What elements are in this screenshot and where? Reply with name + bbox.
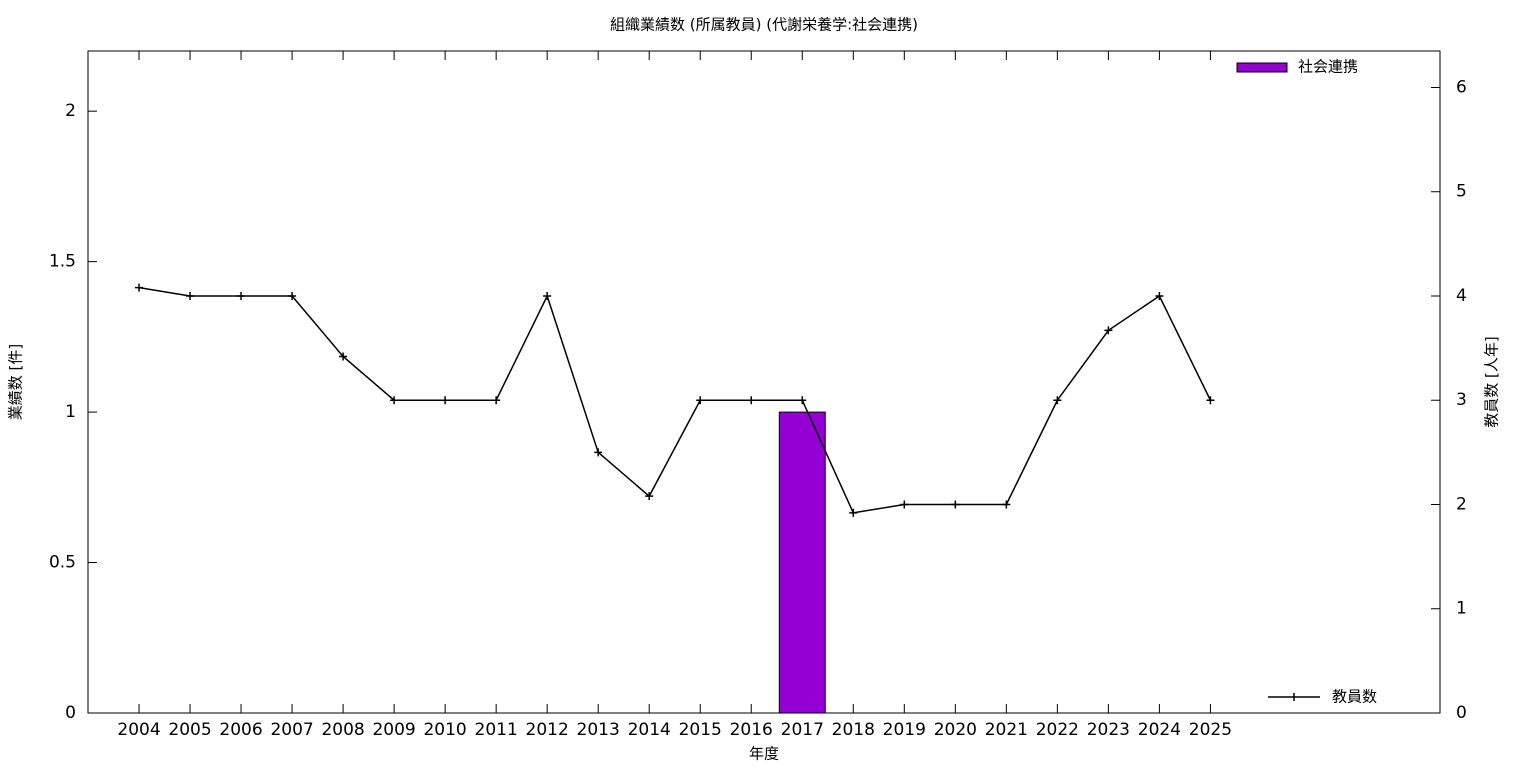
point bbox=[645, 492, 654, 501]
point bbox=[1053, 396, 1062, 405]
point bbox=[1002, 500, 1011, 509]
x-tick-label: 2021 bbox=[985, 720, 1028, 740]
x-tick-label: 2010 bbox=[423, 720, 466, 740]
x-tick-label: 2012 bbox=[526, 720, 569, 740]
x-tick-label: 2007 bbox=[270, 720, 313, 740]
line bbox=[138, 286, 1212, 514]
y-tick-label: 0 bbox=[65, 703, 76, 723]
y-tick-label: 2 bbox=[65, 101, 76, 121]
x-tick-label: 2009 bbox=[372, 720, 415, 740]
legend-label: 教員数 bbox=[1332, 688, 1377, 706]
point bbox=[696, 396, 705, 405]
x-tick-label: 2004 bbox=[117, 720, 160, 740]
legend-swatch bbox=[1268, 693, 1320, 701]
x-tick-label: 2006 bbox=[219, 720, 262, 740]
x-tick-label: 2011 bbox=[475, 720, 518, 740]
y-axis-label: 業績数 [件] bbox=[7, 344, 25, 420]
point bbox=[1104, 326, 1113, 335]
y-tick-label: 1.5 bbox=[49, 252, 76, 272]
point bbox=[135, 283, 144, 292]
legend-swatch bbox=[1236, 62, 1288, 73]
x-tick-label: 2022 bbox=[1036, 720, 1079, 740]
y2-tick-label: 6 bbox=[1456, 77, 1467, 97]
x-tick-label: 2014 bbox=[628, 720, 671, 740]
point bbox=[237, 291, 246, 300]
point bbox=[390, 396, 399, 405]
point bbox=[1206, 396, 1215, 405]
point bbox=[951, 500, 960, 509]
point bbox=[900, 500, 909, 509]
x-tick-label: 2024 bbox=[1138, 720, 1181, 740]
point bbox=[492, 396, 501, 405]
y2-tick-label: 5 bbox=[1456, 182, 1467, 202]
legend-label: 社会連携 bbox=[1298, 58, 1358, 76]
x-tick-label: 2019 bbox=[883, 720, 926, 740]
y2-tick-label: 3 bbox=[1456, 390, 1467, 410]
point bbox=[288, 291, 297, 300]
point bbox=[1155, 291, 1164, 300]
x-tick-label: 2020 bbox=[934, 720, 977, 740]
y2-axis-label: 教員数 [人年] bbox=[1483, 336, 1501, 427]
y-tick-label: 0.5 bbox=[49, 553, 76, 573]
bar bbox=[778, 411, 826, 714]
point bbox=[339, 352, 348, 361]
chart-title: 組織業績数 (所属教員) (代謝栄養学:社会連携) bbox=[610, 16, 918, 34]
y2-tick-label: 0 bbox=[1456, 703, 1467, 723]
x-tick-label: 2018 bbox=[832, 720, 875, 740]
point bbox=[747, 396, 756, 405]
x-tick-label: 2005 bbox=[168, 720, 211, 740]
y2-tick-label: 2 bbox=[1456, 494, 1467, 514]
x-tick-label: 2025 bbox=[1189, 720, 1232, 740]
x-tick-label: 2008 bbox=[321, 720, 364, 740]
plot-frame bbox=[87, 50, 1441, 714]
point bbox=[849, 508, 858, 517]
x-tick-label: 2017 bbox=[781, 720, 824, 740]
point bbox=[543, 291, 552, 300]
point bbox=[594, 448, 603, 457]
x-tick-label: 2015 bbox=[679, 720, 722, 740]
x-tick-label: 2013 bbox=[577, 720, 620, 740]
y2-tick-label: 1 bbox=[1456, 599, 1467, 619]
point bbox=[186, 291, 195, 300]
x-tick-label: 2023 bbox=[1087, 720, 1130, 740]
point bbox=[441, 396, 450, 405]
x-axis-label: 年度 bbox=[749, 745, 779, 763]
x-tick-label: 2016 bbox=[730, 720, 773, 740]
y-tick-label: 1 bbox=[65, 402, 76, 422]
point bbox=[798, 396, 807, 405]
y2-tick-label: 4 bbox=[1456, 286, 1467, 306]
